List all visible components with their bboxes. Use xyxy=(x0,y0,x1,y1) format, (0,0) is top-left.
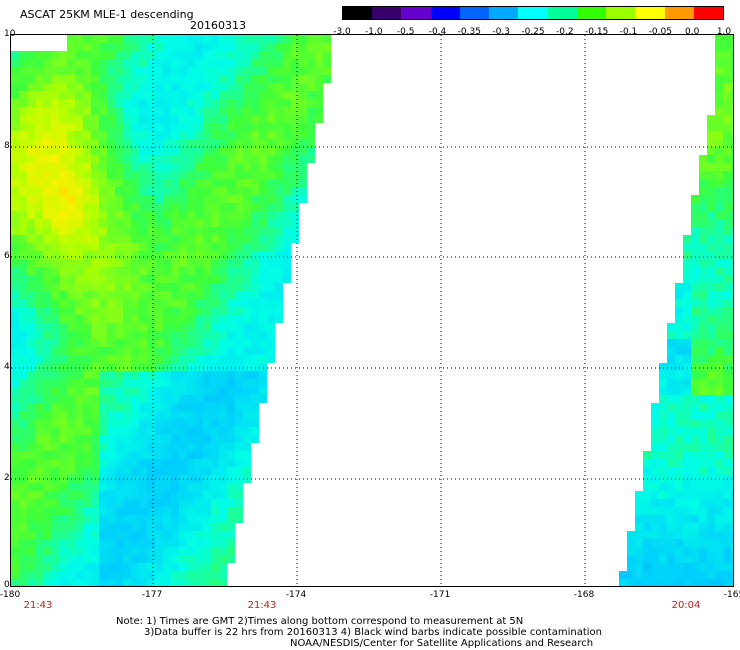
y-axis-label: 10 xyxy=(4,29,16,39)
colorbar-swatch xyxy=(635,7,665,19)
time-label: 21:43 xyxy=(23,600,53,611)
colorbar-label: 1.0 xyxy=(716,27,732,37)
map-panel xyxy=(10,34,734,587)
colorbar-swatch xyxy=(401,7,431,19)
colorbar-swatch xyxy=(430,7,460,19)
colorbar-label: -0.2 xyxy=(556,27,574,37)
colorbar-label: -0.5 xyxy=(396,27,415,37)
colorbar-swatch xyxy=(372,7,402,19)
colorbar-swatch xyxy=(693,7,724,19)
colorbar xyxy=(342,6,724,20)
colorbar-label: -0.4 xyxy=(428,27,447,37)
x-axis-label: -168 xyxy=(573,590,595,600)
colorbar-label: -1.0 xyxy=(365,27,383,37)
y-axis-label: 2 xyxy=(4,473,10,483)
y-axis-label: 8 xyxy=(4,141,10,151)
time-label: 20:04 xyxy=(671,600,701,611)
swath-left xyxy=(11,35,331,586)
colorbar-swatch xyxy=(547,7,577,19)
colorbar-label: -0.35 xyxy=(457,27,481,37)
colorbar-label: -3.0 xyxy=(333,27,351,37)
x-axis-label: -177 xyxy=(141,590,163,600)
note-line-1: Note: 1) Times are GMT 2)Times along bot… xyxy=(116,616,524,627)
y-axis-label: 0 xyxy=(4,580,10,590)
colorbar-label: -0.05 xyxy=(648,27,672,37)
time-label: 21:43 xyxy=(247,600,277,611)
colorbar-swatch xyxy=(606,7,636,19)
colorbar-swatch xyxy=(518,7,548,19)
swath-right xyxy=(619,35,733,586)
colorbar-label: -0.15 xyxy=(585,27,609,37)
colorbar-label: -0.1 xyxy=(619,27,638,37)
image-title: ASCAT 25KM MLE-1 descending xyxy=(20,8,194,21)
x-axis-label: -165 xyxy=(723,590,740,600)
colorbar-swatch xyxy=(459,7,490,19)
note-line-2: 3)Data buffer is 22 hrs from 20160313 4)… xyxy=(144,627,602,638)
colorbar-label: -0.3 xyxy=(492,27,510,37)
x-axis-label: -171 xyxy=(429,590,451,600)
y-axis-label: 4 xyxy=(4,362,10,372)
colorbar-swatch xyxy=(343,7,373,19)
colorbar-swatch xyxy=(664,7,694,19)
note-line-3: NOAA/NESDIS/Center for Satellite Applica… xyxy=(290,638,594,649)
gridlines xyxy=(11,35,733,586)
x-axis-label: -180 xyxy=(0,590,21,600)
colorbar-swatch xyxy=(489,7,519,19)
y-axis-label: 6 xyxy=(4,251,10,261)
colorbar-swatch xyxy=(576,7,607,19)
colorbar-label: -0.25 xyxy=(521,27,545,37)
image-date: 20160313 xyxy=(190,19,246,32)
colorbar-label: 0.0 xyxy=(684,27,700,37)
x-axis-label: -174 xyxy=(285,590,307,600)
map-svg xyxy=(11,35,733,586)
